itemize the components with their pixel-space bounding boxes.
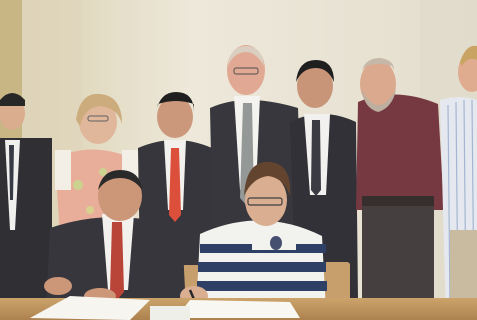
person-bearded-man-maroon-shirt — [356, 58, 444, 320]
person-far-right-striped-shirt — [440, 45, 477, 320]
chair-right — [320, 262, 350, 308]
seated-signer-left — [44, 170, 186, 310]
document-paper-left — [30, 296, 150, 320]
document-paper-right — [176, 300, 300, 318]
person-left-dark-suit — [0, 93, 52, 320]
document-paper-middle — [150, 306, 190, 320]
